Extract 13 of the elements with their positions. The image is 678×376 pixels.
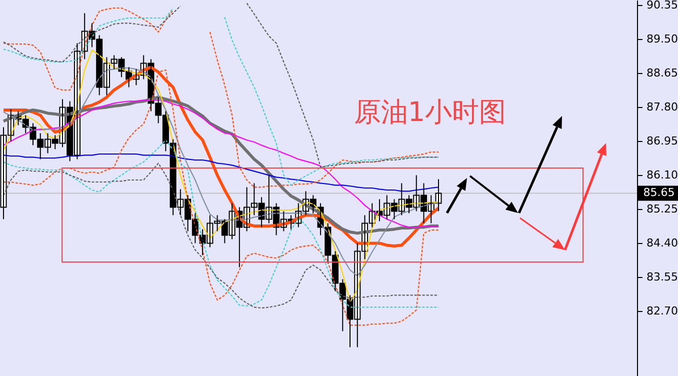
y-tick-label: 83.55: [646, 270, 678, 284]
y-tick-label: 87.80: [646, 100, 678, 114]
ref-line-label: 85.65: [643, 186, 675, 200]
y-tick-label: 88.65: [646, 66, 678, 80]
y-tick-label: 82.70: [646, 304, 678, 318]
annotation: 原油1小时图: [354, 97, 506, 128]
line-series: [2, 153, 440, 192]
y-tick-label: 86.10: [646, 168, 678, 182]
y-tick-label: 84.40: [646, 236, 678, 250]
y-tick-label: 90.35: [646, 0, 678, 12]
y-tick-label: 86.95: [646, 134, 678, 148]
y-tick-label: 89.50: [646, 32, 678, 46]
y-tick-label: 85.25: [646, 202, 678, 216]
